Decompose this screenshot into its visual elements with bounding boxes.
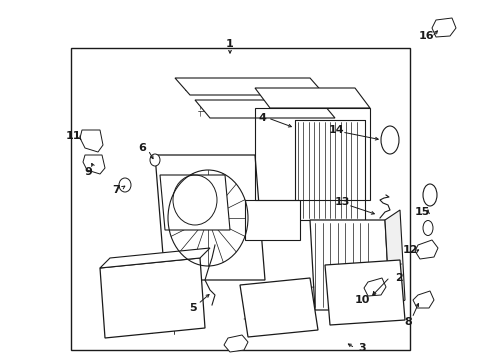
Polygon shape [80, 130, 103, 152]
Ellipse shape [119, 178, 131, 192]
Text: 1: 1 [225, 39, 233, 49]
Polygon shape [325, 260, 404, 325]
Polygon shape [412, 291, 433, 308]
Text: 13: 13 [334, 197, 349, 207]
Polygon shape [83, 155, 105, 174]
Text: 15: 15 [413, 207, 429, 217]
Text: 8: 8 [403, 317, 411, 327]
Polygon shape [175, 78, 325, 95]
Polygon shape [363, 278, 385, 296]
Polygon shape [254, 88, 369, 108]
Text: 7: 7 [112, 185, 120, 195]
Text: 3: 3 [357, 343, 365, 353]
Polygon shape [100, 248, 209, 268]
Text: 9: 9 [84, 167, 92, 177]
Text: 12: 12 [402, 245, 417, 255]
Text: 2: 2 [394, 273, 402, 283]
Polygon shape [414, 240, 437, 259]
Polygon shape [240, 278, 317, 337]
Polygon shape [224, 335, 247, 352]
Text: 10: 10 [354, 295, 369, 305]
Ellipse shape [422, 184, 436, 206]
Text: 4: 4 [258, 113, 265, 123]
Polygon shape [195, 100, 334, 118]
Ellipse shape [150, 154, 160, 166]
Polygon shape [431, 18, 455, 37]
Ellipse shape [422, 220, 432, 235]
Polygon shape [309, 220, 389, 310]
Text: 16: 16 [417, 31, 433, 41]
Text: 11: 11 [65, 131, 81, 141]
Polygon shape [100, 258, 204, 338]
Bar [71, 48, 409, 350]
Polygon shape [160, 175, 229, 230]
Polygon shape [384, 210, 404, 310]
Text: 5: 5 [189, 303, 196, 313]
Polygon shape [244, 200, 299, 240]
Text: 6: 6 [138, 143, 145, 153]
Polygon shape [155, 155, 264, 280]
Ellipse shape [380, 126, 398, 154]
Text: 14: 14 [327, 125, 343, 135]
